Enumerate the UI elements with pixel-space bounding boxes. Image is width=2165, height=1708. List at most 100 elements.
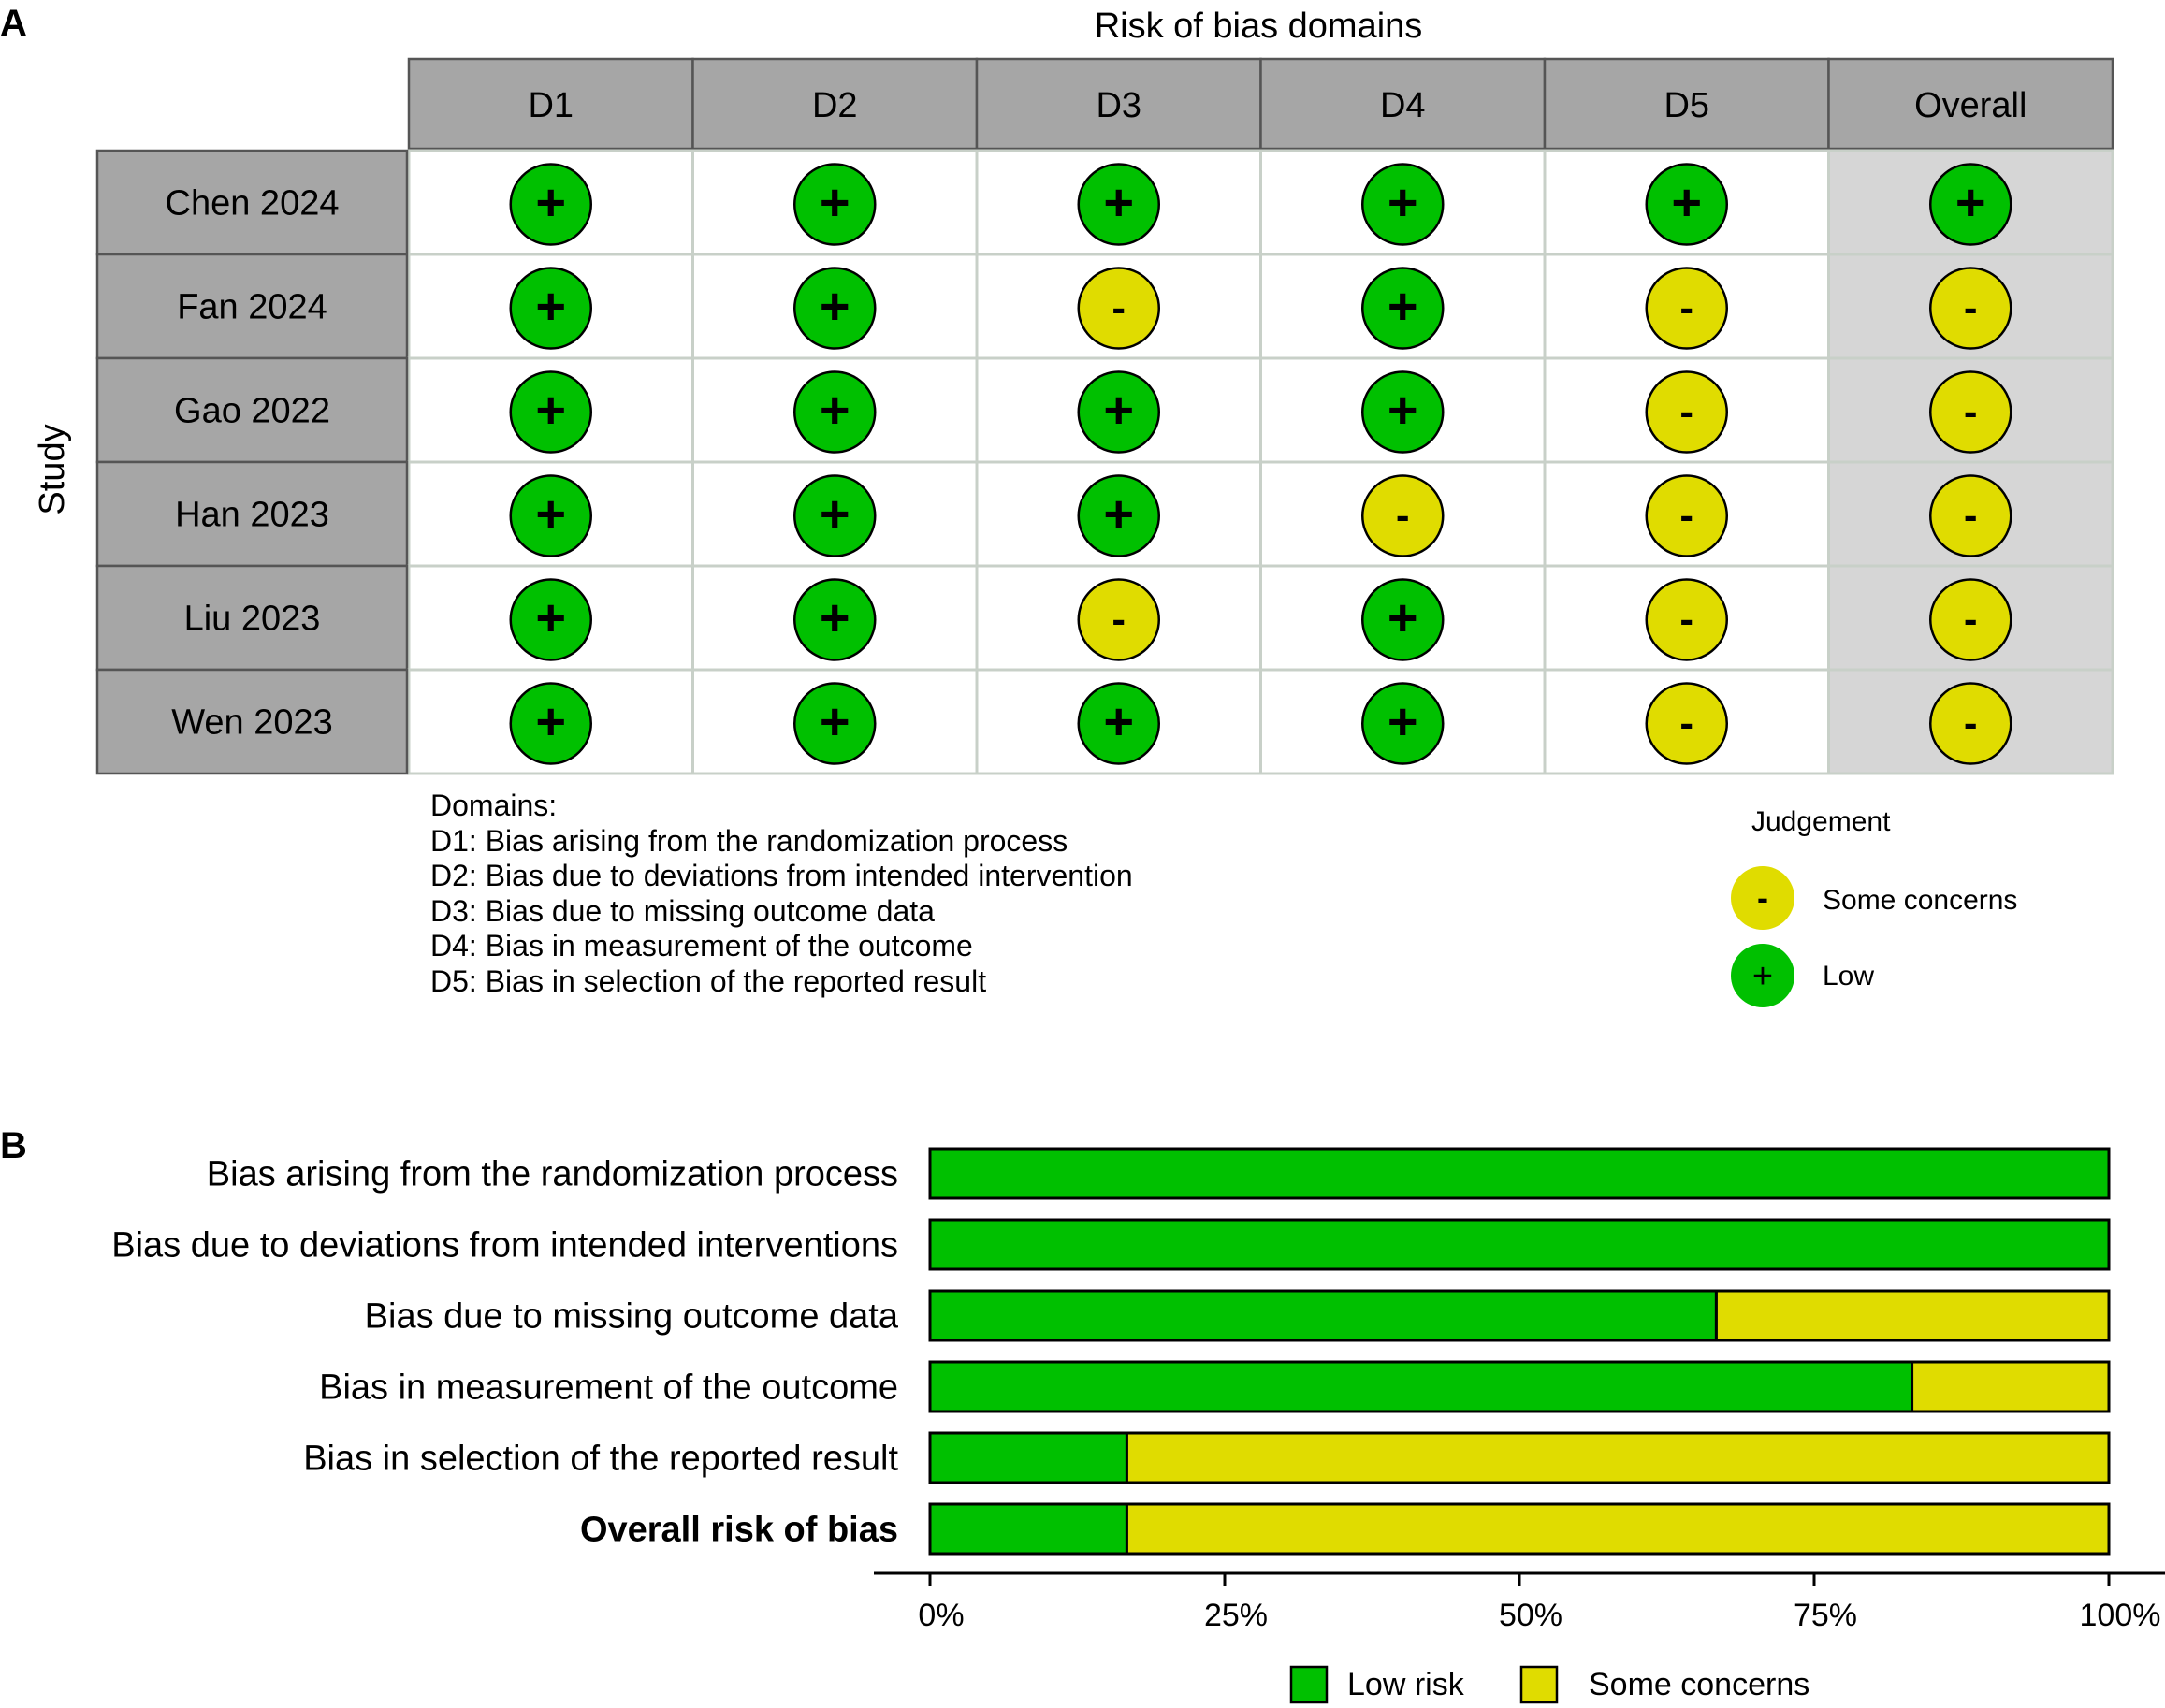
judgement-low-circle — [509, 682, 592, 765]
judgement-symbol: + — [1388, 173, 1418, 232]
column-header-label: D2 — [812, 86, 858, 125]
row-header-fan-2024 — [95, 253, 409, 360]
judgement-low-circle — [793, 682, 877, 765]
judgement-low-circle — [1077, 682, 1160, 765]
legend-low-circle — [1731, 944, 1794, 1007]
panel-a-label: A — [0, 3, 27, 44]
bar-segment-low-risk — [928, 1289, 1718, 1342]
legend-low-symbol: + — [1752, 957, 1773, 996]
judgement-symbol: + — [535, 485, 566, 543]
domain-note-d3: D3: Bias due to missing outcome data — [430, 894, 935, 928]
judgement-symbol: + — [1103, 173, 1134, 232]
judgement-some-concerns-circle — [1077, 267, 1160, 350]
study-axis-label: Study — [33, 424, 72, 514]
bar-segment-low-risk — [928, 1502, 1128, 1556]
judgement-symbol: + — [535, 277, 566, 336]
bar-segment-low-risk — [928, 1218, 2111, 1271]
column-header-label: D5 — [1664, 86, 1709, 125]
bar-segment-low-risk — [928, 1360, 1914, 1413]
judgement-symbol: + — [535, 692, 566, 751]
judgement-low-circle — [1077, 163, 1160, 246]
legend-some-concerns-circle — [1731, 866, 1794, 930]
bar-category-label: Overall risk of bias — [580, 1511, 898, 1550]
x-tick-label: 0% — [918, 1598, 964, 1633]
judgement-some-concerns-circle — [1929, 682, 2012, 765]
panel-b-label: B — [0, 1125, 27, 1166]
column-header-label: Overall — [1914, 86, 2027, 125]
judgement-low-circle — [1361, 578, 1445, 661]
judgement-low-circle — [1077, 474, 1160, 557]
judgement-some-concerns-circle — [1645, 267, 1728, 350]
domain-note-d1: D1: Bias arising from the randomization … — [430, 824, 1068, 858]
judgement-low-circle — [1361, 163, 1445, 246]
legend-low-label: Low — [1823, 961, 1874, 992]
bar-category-label: Bias arising from the randomization proc… — [207, 1155, 898, 1194]
judgement-symbol: + — [820, 381, 850, 440]
judgement-symbol: + — [1671, 173, 1702, 232]
judgement-some-concerns-circle — [1645, 370, 1728, 454]
legend-some-concerns-symbol: - — [1757, 878, 1768, 917]
bar-segment-some-concerns — [1125, 1431, 2111, 1484]
column-header-d3 — [975, 57, 1262, 151]
judgement-some-concerns-circle — [1645, 682, 1728, 765]
judgement-symbol: - — [1679, 285, 1693, 331]
judgement-symbol: + — [1388, 381, 1418, 440]
judgement-symbol: + — [1388, 277, 1418, 336]
judgement-symbol: - — [1679, 493, 1693, 539]
judgement-symbol: + — [1103, 692, 1134, 751]
judgement-symbol: - — [1396, 493, 1410, 539]
judgement-some-concerns-circle — [1929, 474, 2012, 557]
judgement-low-circle — [1361, 682, 1445, 765]
study-label: Liu 2023 — [184, 600, 321, 639]
judgement-low-circle — [509, 578, 592, 661]
judgement-low-circle — [509, 163, 592, 246]
column-header-d5 — [1543, 57, 1830, 151]
domain-note-d2: D2: Bias due to deviations from intended… — [430, 859, 1133, 892]
x-tick-label: 100% — [2080, 1598, 2161, 1633]
judgement-symbol: + — [1103, 485, 1134, 543]
judgement-symbol: - — [1112, 597, 1126, 643]
judgement-symbol: + — [820, 485, 850, 543]
judgement-symbol: - — [1964, 597, 1978, 643]
panel-a-title: Risk of bias domains — [1095, 7, 1423, 46]
legend-some-concerns-swatch — [1519, 1665, 1559, 1704]
x-tick-label: 50% — [1499, 1598, 1562, 1633]
judgement-low-circle — [793, 163, 877, 246]
judgement-symbol: + — [1388, 588, 1418, 647]
bar-category-label: Bias due to deviations from intended int… — [111, 1226, 898, 1266]
judgement-symbol: + — [535, 381, 566, 440]
judgement-low-circle — [509, 267, 592, 350]
study-label: Fan 2024 — [177, 288, 327, 327]
legend-low-risk-swatch — [1289, 1665, 1329, 1704]
judgement-symbol: - — [1679, 389, 1693, 435]
bar-segment-some-concerns — [1911, 1360, 2111, 1413]
column-header-d2 — [691, 57, 979, 151]
judgement-some-concerns-circle — [1645, 578, 1728, 661]
column-header-label: D4 — [1380, 86, 1426, 125]
judgement-symbol: - — [1964, 389, 1978, 435]
x-tick-label: 25% — [1204, 1598, 1268, 1633]
judgement-symbol: + — [1103, 381, 1134, 440]
judgement-symbol: - — [1112, 285, 1126, 331]
column-header-d1 — [407, 57, 694, 151]
judgement-symbol: - — [1964, 493, 1978, 539]
bar-segment-some-concerns — [1714, 1289, 2111, 1342]
domain-note-d5: D5: Bias in selection of the reported re… — [430, 964, 986, 998]
study-label: Chen 2024 — [166, 184, 340, 224]
judgement-symbol: - — [1679, 597, 1693, 643]
judgement-some-concerns-circle — [1929, 578, 2012, 661]
judgement-symbol: - — [1964, 285, 1978, 331]
legend-some-concerns-bar-label: Some concerns — [1589, 1667, 1809, 1702]
judgement-low-circle — [793, 370, 877, 454]
judgement-low-circle — [1077, 370, 1160, 454]
bar-segment-some-concerns — [1125, 1502, 2111, 1556]
bar-segment-low-risk — [928, 1431, 1128, 1484]
legend-some-concerns-label: Some concerns — [1823, 885, 2017, 916]
traffic-light-grid: D1 D2 D3 D4 D5 Overall Chen 2024 Fan 2024 Gao 20… — [95, 57, 2114, 775]
judgement-low-circle — [1361, 370, 1445, 454]
judgement-low-circle — [793, 474, 877, 557]
judgement-symbol: + — [535, 588, 566, 647]
judgement-symbol: + — [820, 173, 850, 232]
judgement-legend-title: Judgement — [1751, 806, 1891, 837]
bar-category-label: Bias due to missing outcome data — [365, 1297, 899, 1337]
